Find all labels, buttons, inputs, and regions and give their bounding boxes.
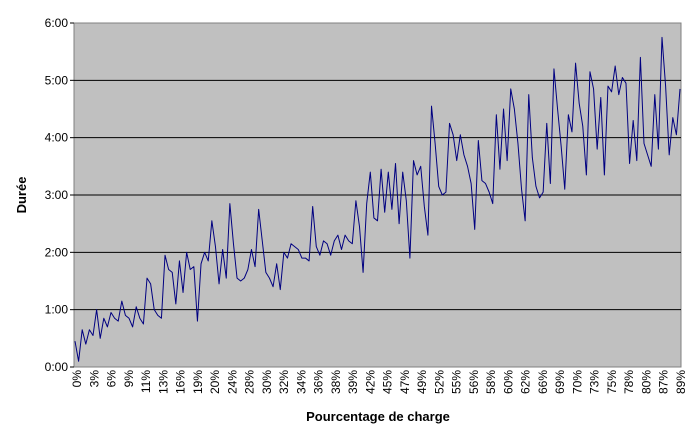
- y-tick-label: 6:00: [45, 16, 69, 30]
- x-tick-label: 39%: [346, 370, 360, 394]
- y-axis-title: Durée: [14, 177, 29, 214]
- x-tick-label: 16%: [174, 370, 188, 394]
- x-tick-label: 28%: [243, 370, 257, 394]
- y-tick-label: 2:00: [45, 245, 69, 259]
- x-tick-label: 62%: [519, 370, 533, 394]
- x-tick-label: 58%: [484, 370, 498, 394]
- x-tick-label: 42%: [363, 370, 377, 394]
- x-tick-label: 3%: [87, 370, 101, 388]
- x-tick-label: 11%: [139, 370, 153, 393]
- y-tick-label: 0:00: [45, 360, 69, 374]
- x-tick-label: 87%: [657, 370, 671, 394]
- x-tick-label: 52%: [432, 370, 446, 394]
- y-tick-label: 3:00: [45, 188, 69, 202]
- x-tick-label: 66%: [536, 370, 550, 394]
- x-axis-title: Pourcentage de charge: [306, 409, 450, 424]
- x-tick-label: 56%: [467, 370, 481, 394]
- x-tick-label: 30%: [260, 370, 274, 394]
- y-tick-label: 5:00: [45, 73, 69, 87]
- x-tick-label: 6%: [105, 370, 119, 388]
- x-tick-label: 60%: [501, 370, 515, 394]
- x-tick-label: 49%: [415, 370, 429, 394]
- x-tick-label: 55%: [450, 370, 464, 394]
- x-tick-label: 73%: [588, 370, 602, 394]
- x-tick-label: 80%: [639, 370, 653, 394]
- x-tick-label: 70%: [570, 370, 584, 394]
- gridlines: [74, 79, 681, 311]
- x-tick-label: 34%: [294, 370, 308, 394]
- x-tick-label: 13%: [156, 370, 170, 394]
- x-tick-label: 24%: [225, 370, 239, 394]
- x-tick-label: 78%: [622, 370, 636, 394]
- y-tick-label: 4:00: [45, 131, 69, 145]
- x-tick-label: 45%: [381, 370, 395, 394]
- x-tick-label: 38%: [329, 370, 343, 394]
- x-tick-label: 9%: [122, 370, 136, 388]
- x-tick-label: 75%: [605, 370, 619, 394]
- x-tick-label: 47%: [398, 370, 412, 394]
- x-tick-label: 0%: [70, 370, 84, 388]
- x-tick-label: 69%: [553, 370, 567, 394]
- x-tick-label: 32%: [277, 370, 291, 394]
- x-tick-label: 36%: [312, 370, 326, 394]
- data-series: [74, 36, 681, 362]
- series-line: [74, 36, 681, 362]
- x-tick-label: 89%: [674, 370, 688, 394]
- y-axis-ticks: 0:00 1:00 2:00 3:00 4:00 5:00 6:00: [45, 16, 74, 374]
- y-tick-label: 1:00: [45, 303, 69, 317]
- x-tick-label: 19%: [191, 370, 205, 394]
- x-tick-label: 20%: [208, 370, 222, 394]
- x-axis-ticks: 0% 3% 6% 9% 11% 13% 16% 19% 20% 24% 28% 30% 32% 34% 36…: [70, 370, 688, 394]
